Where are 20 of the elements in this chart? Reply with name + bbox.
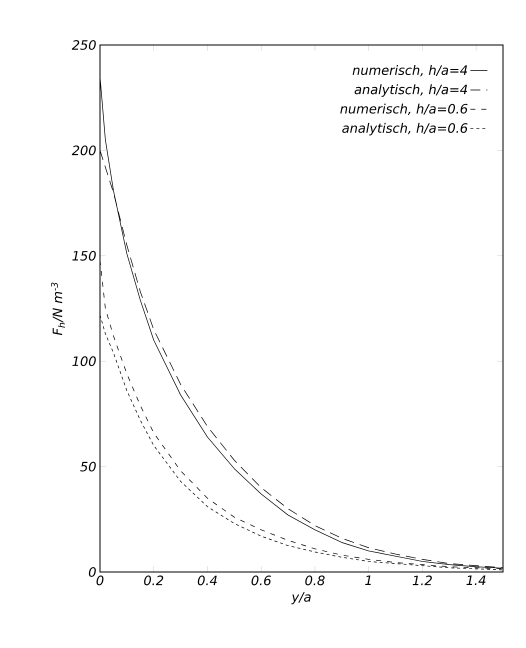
x-tick-label: 0.6 bbox=[252, 576, 271, 586]
y-axis-title: F$_{h}$/N m$^{-3}$ bbox=[51, 282, 65, 336]
legend-label: analytisch, h/a=4 bbox=[354, 84, 468, 97]
y-tick-label: 50 bbox=[80, 462, 96, 472]
y-tick-label: 200 bbox=[72, 146, 96, 156]
x-tick-label: 0.4 bbox=[198, 576, 217, 586]
legend-label: numerisch, h/a=0.6 bbox=[340, 104, 468, 115]
legend-label: numerisch, h/a=4 bbox=[352, 64, 468, 76]
y-tick-label: 0 bbox=[88, 567, 96, 577]
x-tick-label: 0 bbox=[96, 576, 104, 586]
x-tick-label: 0.8 bbox=[305, 576, 325, 586]
x-tick-label: 1.4 bbox=[466, 576, 486, 585]
y-tick-label: 250 bbox=[72, 40, 96, 50]
x-tick-label: 1 bbox=[365, 576, 371, 585]
x-tick-label: 1.2 bbox=[412, 576, 432, 586]
legend-label: analytisch, h/a=0.6 bbox=[342, 122, 468, 136]
y-tick-label: 100 bbox=[72, 356, 96, 366]
y-tick-label: 150 bbox=[72, 250, 96, 261]
x-axis-title: y/a bbox=[291, 592, 311, 604]
x-tick-label: 0.2 bbox=[144, 576, 164, 586]
